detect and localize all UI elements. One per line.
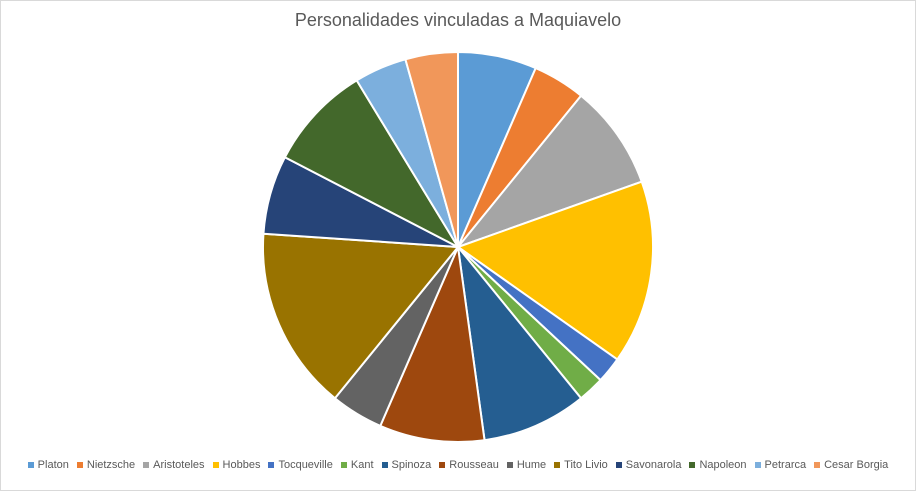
legend-swatch <box>212 462 219 468</box>
legend-label: Kant <box>350 459 374 471</box>
legend-label: Tito Livio <box>564 459 608 471</box>
legend-swatch <box>268 462 275 468</box>
legend-swatch <box>439 462 446 468</box>
pie-slice-cesar-borgia <box>404 51 459 248</box>
legend-item: Savonarola <box>615 459 682 471</box>
legend-item: Spinoza <box>381 459 432 471</box>
legend-item: Hume <box>506 459 547 471</box>
pie-slice-spinoza <box>457 246 583 442</box>
legend-label: Napoleon <box>699 459 747 471</box>
legend-item: Nietzsche <box>76 459 136 471</box>
legend-item: Petrarca <box>754 459 807 471</box>
pie-slice-napoleon <box>283 79 459 248</box>
legend-swatch <box>143 462 150 468</box>
legend-item: Aristoteles <box>143 459 205 471</box>
legend-label: Platon <box>37 459 69 471</box>
legend-label: Rousseau <box>449 459 499 471</box>
legend-item: Napoleon <box>689 459 747 471</box>
legend-label: Tocqueville <box>278 459 333 471</box>
legend-swatch <box>814 462 821 468</box>
legend-swatch <box>754 462 761 468</box>
legend-item: Kant <box>340 459 374 471</box>
legend-item: Rousseau <box>439 459 499 471</box>
legend-label: Aristoteles <box>153 459 205 471</box>
chart-title: Personalidades vinculadas a Maquiavelo <box>294 10 622 30</box>
legend-item: Hobbes <box>212 459 261 471</box>
legend-swatch <box>689 462 696 468</box>
legend-swatch <box>27 462 34 468</box>
legend-label: Savonarola <box>625 459 682 471</box>
pie-slice-hobbes <box>457 180 654 361</box>
pie-slice-rousseau <box>379 246 486 443</box>
legend-swatch <box>381 462 388 468</box>
legend-label: Spinoza <box>391 459 432 471</box>
legend-label: Hume <box>516 459 547 471</box>
legend-swatch <box>615 462 622 468</box>
legend-item: Tocqueville <box>268 459 333 471</box>
legend-label: Petrarca <box>764 459 807 471</box>
legend-item: Cesar Borgia <box>814 459 888 471</box>
legend-label: Hobbes <box>222 459 261 471</box>
legend-label: Cesar Borgia <box>824 459 889 471</box>
pie-slice-aristoteles <box>457 94 643 248</box>
legend-swatch <box>340 462 347 468</box>
pie-slice-tito-livio <box>262 232 459 400</box>
legend-item: Tito Livio <box>554 459 608 471</box>
chart-legend: Platon Nietzsche Aristoteles Hobbes Tocquevi… <box>0 459 916 471</box>
legend-item: Platon <box>27 459 69 471</box>
legend-swatch <box>76 462 83 468</box>
legend-swatch <box>506 462 513 468</box>
legend-label: Nietzsche <box>86 459 136 471</box>
legend-swatch <box>554 462 561 468</box>
